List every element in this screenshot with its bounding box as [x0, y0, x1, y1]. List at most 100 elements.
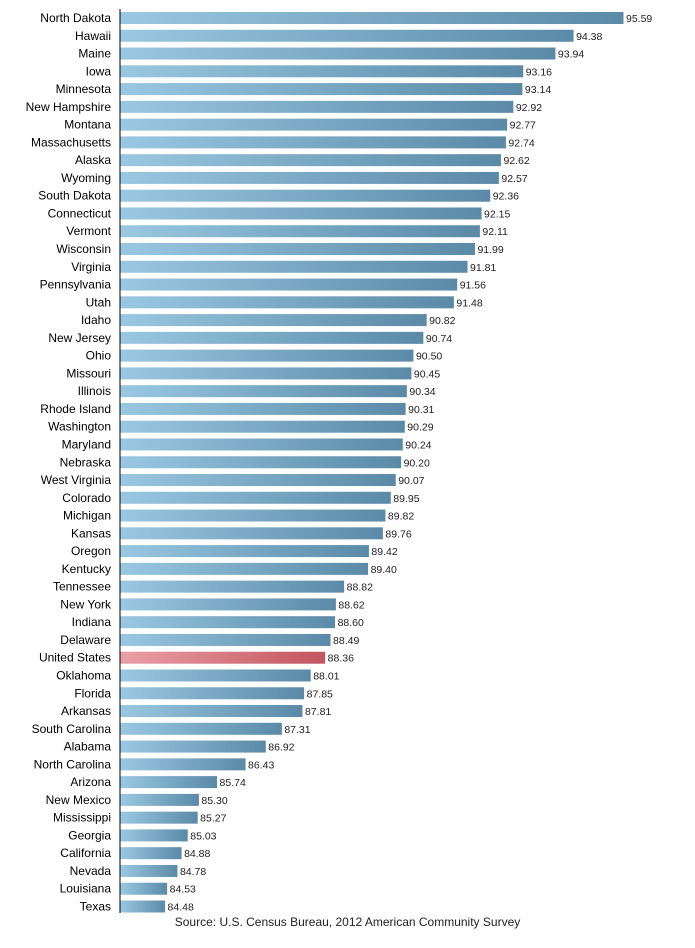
category-label: South Dakota	[38, 189, 111, 203]
value-label: 90.29	[407, 422, 433, 434]
category-label: Indiana	[72, 615, 112, 629]
category-label: Hawaii	[75, 29, 111, 43]
category-label: Oregon	[71, 544, 111, 558]
bar-montana	[120, 118, 508, 131]
value-label: 85.30	[201, 795, 227, 807]
bar-michigan	[120, 509, 386, 522]
bar-louisiana	[120, 882, 168, 895]
bar-wisconsin	[120, 243, 475, 256]
category-label: Wyoming	[61, 171, 111, 185]
bar-new-york	[120, 598, 336, 611]
value-label: 92.11	[482, 226, 508, 238]
category-label: California	[60, 846, 111, 860]
bar-arizona	[120, 776, 218, 789]
bar-south-carolina	[120, 722, 282, 735]
value-label: 90.24	[405, 439, 431, 451]
value-label: 91.56	[460, 280, 486, 292]
category-label: Kentucky	[62, 562, 111, 576]
value-label: 87.85	[307, 688, 333, 700]
value-label: 93.94	[558, 49, 584, 61]
category-label: New Jersey	[48, 331, 111, 345]
bar-illinois	[120, 385, 407, 398]
bar-vermont	[120, 225, 480, 238]
value-label: 89.76	[385, 528, 411, 540]
bar-idaho	[120, 314, 427, 327]
category-label: Wisconsin	[56, 242, 111, 256]
value-label: 88.60	[338, 617, 364, 629]
value-label: 89.82	[388, 511, 414, 523]
value-label: 88.49	[333, 635, 359, 647]
value-label: 90.45	[414, 368, 440, 380]
category-label: New Hampshire	[26, 100, 112, 114]
bar-hawaii	[120, 29, 574, 42]
value-label: 90.82	[429, 315, 455, 327]
category-label: Minnesota	[56, 82, 112, 96]
category-label: Utah	[86, 295, 111, 309]
bar-connecticut	[120, 207, 482, 220]
category-label: Connecticut	[48, 206, 112, 220]
category-label: Michigan	[63, 509, 111, 523]
value-label: 84.48	[168, 902, 194, 914]
value-label: 89.42	[371, 546, 397, 558]
bar-california	[120, 847, 182, 860]
category-label: Pennsylvania	[40, 278, 112, 292]
category-label: Montana	[64, 118, 111, 132]
category-label: Vermont	[66, 224, 111, 238]
category-label: Nevada	[70, 864, 112, 878]
source-note: Source: U.S. Census Bureau, 2012 America…	[174, 915, 521, 929]
bar-new-hampshire	[120, 100, 514, 113]
bar-north-dakota	[120, 12, 624, 24]
category-label: Alabama	[64, 740, 112, 754]
category-label: United States	[39, 651, 111, 665]
category-label: Maryland	[62, 437, 111, 451]
bars-group	[120, 12, 624, 913]
category-label: Idaho	[81, 313, 111, 327]
bar-alabama	[120, 740, 266, 753]
category-label: Maine	[78, 47, 111, 61]
value-label: 93.16	[526, 66, 552, 78]
bar-washington	[120, 420, 405, 433]
bar-iowa	[120, 65, 524, 78]
category-label: Iowa	[86, 64, 112, 78]
category-label: Arizona	[70, 775, 111, 789]
category-label: Oklahoma	[56, 668, 111, 682]
bar-arkansas	[120, 705, 303, 718]
category-label: Illinois	[78, 384, 111, 398]
value-label: 88.01	[313, 670, 339, 682]
value-label: 85.27	[200, 813, 226, 825]
bar-virginia	[120, 260, 468, 273]
bar-delaware	[120, 633, 331, 646]
bar-oregon	[120, 545, 369, 558]
category-label: Georgia	[68, 828, 111, 842]
bar-minnesota	[120, 83, 523, 96]
bar-alaska	[120, 154, 501, 167]
category-label: Delaware	[60, 633, 111, 647]
bar-oklahoma	[120, 669, 311, 682]
value-label: 84.78	[180, 866, 206, 878]
category-label: Ohio	[86, 349, 112, 363]
category-label: North Carolina	[34, 757, 112, 771]
value-label: 86.43	[248, 759, 274, 771]
category-label: Virginia	[71, 260, 111, 274]
bar-new-mexico	[120, 793, 199, 806]
bar-kansas	[120, 527, 383, 540]
bar-maine	[120, 47, 556, 60]
value-label: 86.92	[268, 742, 294, 754]
bar-utah	[120, 296, 454, 309]
category-label: New York	[60, 597, 112, 611]
bar-tennessee	[120, 580, 345, 593]
value-label: 91.81	[470, 262, 496, 274]
category-label: Texas	[80, 900, 111, 914]
category-label: Rhode Island	[40, 402, 111, 416]
value-label: 90.74	[426, 333, 452, 345]
value-label: 92.36	[493, 191, 519, 203]
category-label: South Carolina	[32, 722, 112, 736]
category-label: North Dakota	[40, 11, 111, 25]
value-labels: 95.59 94.38 93.94 93.16 93.14 92.92 92.77 92.74…	[168, 13, 653, 914]
category-label: Mississippi	[53, 811, 111, 825]
bar-missouri	[120, 367, 412, 380]
value-label: 92.57	[501, 173, 527, 185]
bar-kentucky	[120, 562, 369, 575]
category-label: Missouri	[66, 366, 111, 380]
